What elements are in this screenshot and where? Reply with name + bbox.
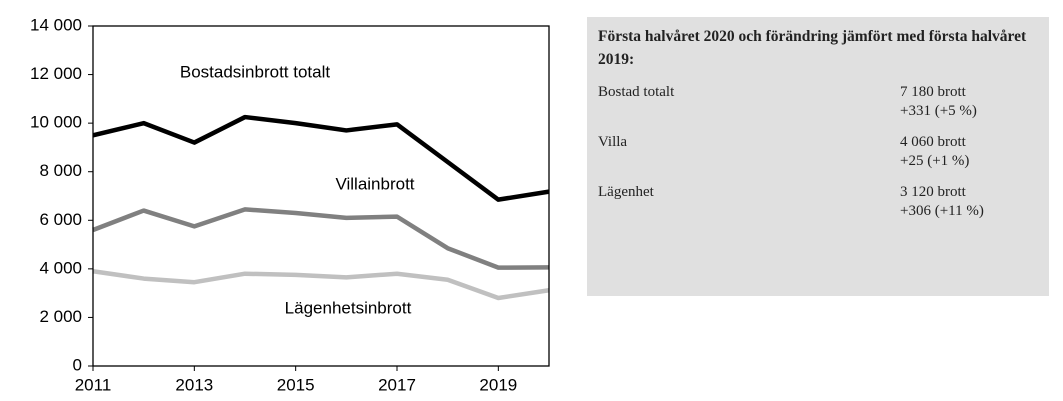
y-tick-label: 4 000 bbox=[39, 258, 82, 277]
series-label: Lägenhetsinbrott bbox=[285, 298, 412, 317]
x-tick-label: 2015 bbox=[277, 375, 315, 394]
row-value: +25 (+1 %) bbox=[900, 153, 970, 169]
y-tick-label: 0 bbox=[73, 355, 82, 374]
row-label: Villa bbox=[598, 134, 628, 150]
row-value: 3 120 brott bbox=[900, 184, 966, 200]
row-value: +306 (+11 %) bbox=[900, 203, 984, 219]
y-tick-label: 14 000 bbox=[30, 15, 82, 34]
row-value: 7 180 brott bbox=[900, 84, 966, 100]
panel-rows: Bostad totalt 7 180 brott +331 (+5 %) Villa… bbox=[598, 83, 1038, 221]
chart: 0 2 000 4 000 6 000 8 000 10 000 12 000 14 000 2… bbox=[30, 15, 550, 394]
y-tick-label: 12 000 bbox=[30, 64, 82, 83]
x-tick-label: 2011 bbox=[75, 375, 112, 394]
series-line bbox=[92, 269, 550, 301]
y-tick-label: 2 000 bbox=[39, 307, 82, 326]
row-value: +331 (+5 %) bbox=[900, 103, 977, 119]
row-label: Bostad totalt bbox=[598, 84, 675, 100]
series-line bbox=[92, 207, 550, 270]
y-tick-label: 8 000 bbox=[39, 161, 82, 180]
row-value: 4 060 brott bbox=[900, 134, 966, 150]
row-values: 7 180 brott +331 (+5 %) bbox=[900, 83, 977, 121]
row-label: Lägenhet bbox=[598, 184, 654, 200]
panel-row: Lägenhet 3 120 brott +306 (+11 %) bbox=[598, 183, 1038, 221]
summary-panel: Första halvåret 2020 och förändring jämf… bbox=[587, 17, 1049, 296]
y-tick-label: 6 000 bbox=[39, 210, 82, 229]
panel-title: Första halvåret 2020 och förändring jämf… bbox=[598, 28, 1027, 68]
plot-frame bbox=[92, 25, 550, 367]
row-values: 4 060 brott +25 (+1 %) bbox=[900, 133, 969, 171]
x-tick-label: 2019 bbox=[479, 375, 517, 394]
series-label: Villainbrott bbox=[335, 174, 414, 193]
series-line bbox=[92, 114, 550, 202]
panel-row: Villa 4 060 brott +25 (+1 %) bbox=[598, 133, 1038, 171]
x-tick-label: 2013 bbox=[175, 375, 213, 394]
panel-row: Bostad totalt 7 180 brott +331 (+5 %) bbox=[598, 83, 1038, 121]
x-tick-label: 2017 bbox=[378, 375, 416, 394]
series-label: Bostadsinbrott totalt bbox=[180, 62, 331, 81]
y-tick-label: 10 000 bbox=[30, 113, 82, 132]
row-values: 3 120 brott +306 (+11 %) bbox=[900, 183, 984, 221]
